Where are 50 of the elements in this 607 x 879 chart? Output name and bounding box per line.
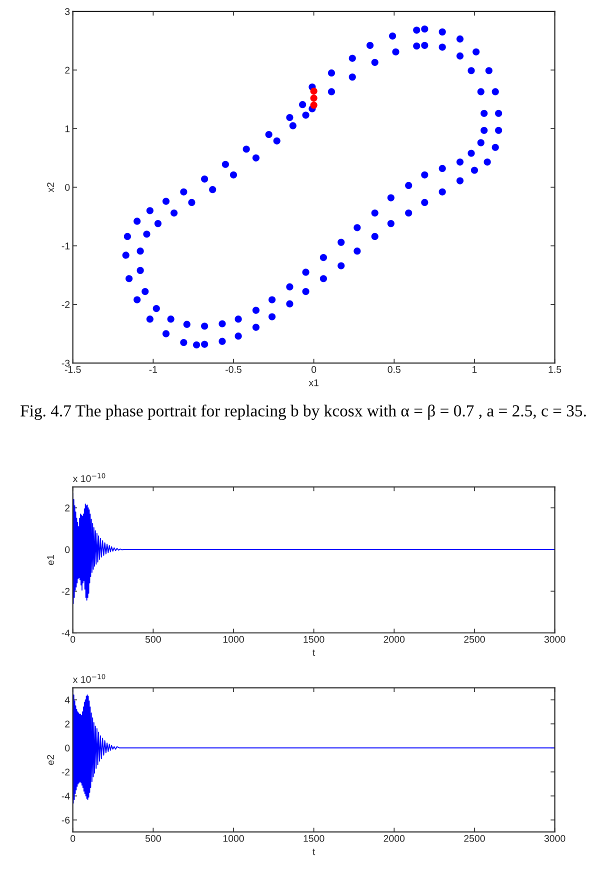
- x-tick-label: 1000: [223, 835, 244, 842]
- x-tick-label: -1: [149, 366, 158, 373]
- y-tick-label: 4: [64, 696, 70, 704]
- x-tick-label: 1.5: [548, 366, 562, 373]
- x-tick-label: -0.5: [226, 366, 242, 373]
- x-axis-title: x1: [308, 379, 318, 386]
- y-tick-label: 3: [65, 8, 70, 16]
- x-tick-label: 500: [145, 636, 161, 643]
- x-tick-label: 500: [145, 835, 161, 842]
- x-axis-title: t: [312, 848, 316, 856]
- y-tick-label: -2: [62, 768, 70, 776]
- y-axis-title: e1: [47, 554, 54, 565]
- y-axis-title: e2: [47, 754, 54, 765]
- x-tick-label: 1000: [223, 636, 244, 643]
- point: [310, 94, 318, 102]
- x-tick-label: 3000: [544, 835, 566, 842]
- y-axis-title: x2: [47, 182, 54, 192]
- text: x 10$^{−10}$: [72, 473, 106, 482]
- x-tick-label: 1500: [304, 835, 324, 842]
- y-tick-label: -6: [62, 816, 70, 824]
- y-tick-label: -4: [62, 792, 70, 800]
- y-tick-label: -2: [62, 301, 70, 308]
- y-tick-label: -3: [62, 360, 70, 367]
- x-tick-label: 2000: [384, 835, 405, 842]
- y-tick-label: 2: [65, 66, 70, 74]
- x-tick-label: 2500: [464, 636, 485, 643]
- x-tick-label: 2500: [464, 835, 485, 842]
- x-tick-label: -1.5: [64, 366, 81, 373]
- x-axis-title: t: [312, 650, 316, 656]
- x-tick-label: 0.5: [388, 366, 400, 373]
- point: [310, 102, 318, 109]
- y-tick-label: 2: [65, 720, 70, 728]
- caption: Fig. 4.7 The phase portrait for replacing b by kcosx with α = β = 0.7 , a = 2.5, c = 35.: [20, 404, 586, 420]
- y-tick-label: 0: [65, 744, 70, 752]
- x-tick-label: 1: [472, 366, 477, 373]
- x-tick-label: 2000: [384, 636, 405, 643]
- y-tick-label: 2: [65, 504, 70, 512]
- y-tick-label: -4: [62, 630, 70, 636]
- x-tick-label: 0: [311, 366, 316, 373]
- y-tick-label: 0: [65, 184, 70, 191]
- y-tick-label: 0: [65, 546, 70, 554]
- y-tick-label: -2: [62, 588, 70, 595]
- x-tick-label: 1500: [304, 636, 324, 643]
- text: x 10$^{−10}$: [72, 674, 106, 683]
- y-tick-label: 1: [65, 125, 70, 132]
- x-tick-label: 3000: [544, 636, 566, 643]
- y-tick-label: -1: [62, 242, 70, 250]
- x-tick-label: 0: [70, 636, 76, 643]
- point: [310, 88, 318, 95]
- x-tick-label: 0: [70, 835, 76, 842]
